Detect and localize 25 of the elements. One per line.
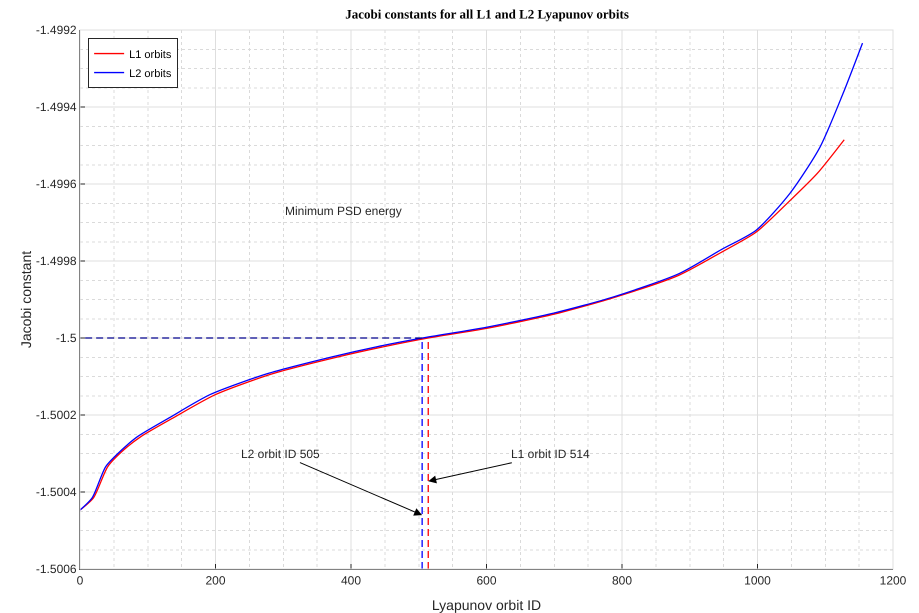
annotation: L2 orbit ID 505 xyxy=(241,447,320,461)
y-tick-label: -1.4992 xyxy=(36,23,77,38)
x-tick-label: 1000 xyxy=(744,573,772,588)
y-tick-label: -1.5004 xyxy=(36,485,77,500)
y-tick-label: -1.5 xyxy=(56,331,77,346)
x-tick-label: 1200 xyxy=(880,573,907,588)
x-tick-label: 0 xyxy=(76,573,84,588)
x-tick-label: 600 xyxy=(476,573,497,588)
y-axis-title: Jacobi constant xyxy=(18,250,34,348)
line-series xyxy=(80,42,864,511)
y-tick-label: -1.5006 xyxy=(36,562,77,576)
line-series xyxy=(80,139,845,511)
x-tick-label: 800 xyxy=(612,573,632,588)
x-tick-label: 200 xyxy=(205,573,226,588)
y-tick-label: -1.4998 xyxy=(36,254,77,268)
chart-title: Jacobi constants for all L1 and L2 Lyapunov orbits xyxy=(345,6,629,22)
y-tick-label: -1.4994 xyxy=(36,100,77,114)
y-tick-label: -1.4996 xyxy=(36,177,77,192)
annotation: Minimum PSD energy xyxy=(285,204,402,218)
x-axis-title: Lyapunov orbit ID xyxy=(432,597,542,613)
y-tick-label: -1.5002 xyxy=(36,408,77,422)
x-tick-label: 400 xyxy=(340,573,362,588)
legend-label: L2 orbits xyxy=(129,68,172,80)
legend-label: L1 orbits xyxy=(129,48,172,61)
annotation: L1 orbit ID 514 xyxy=(511,447,590,461)
